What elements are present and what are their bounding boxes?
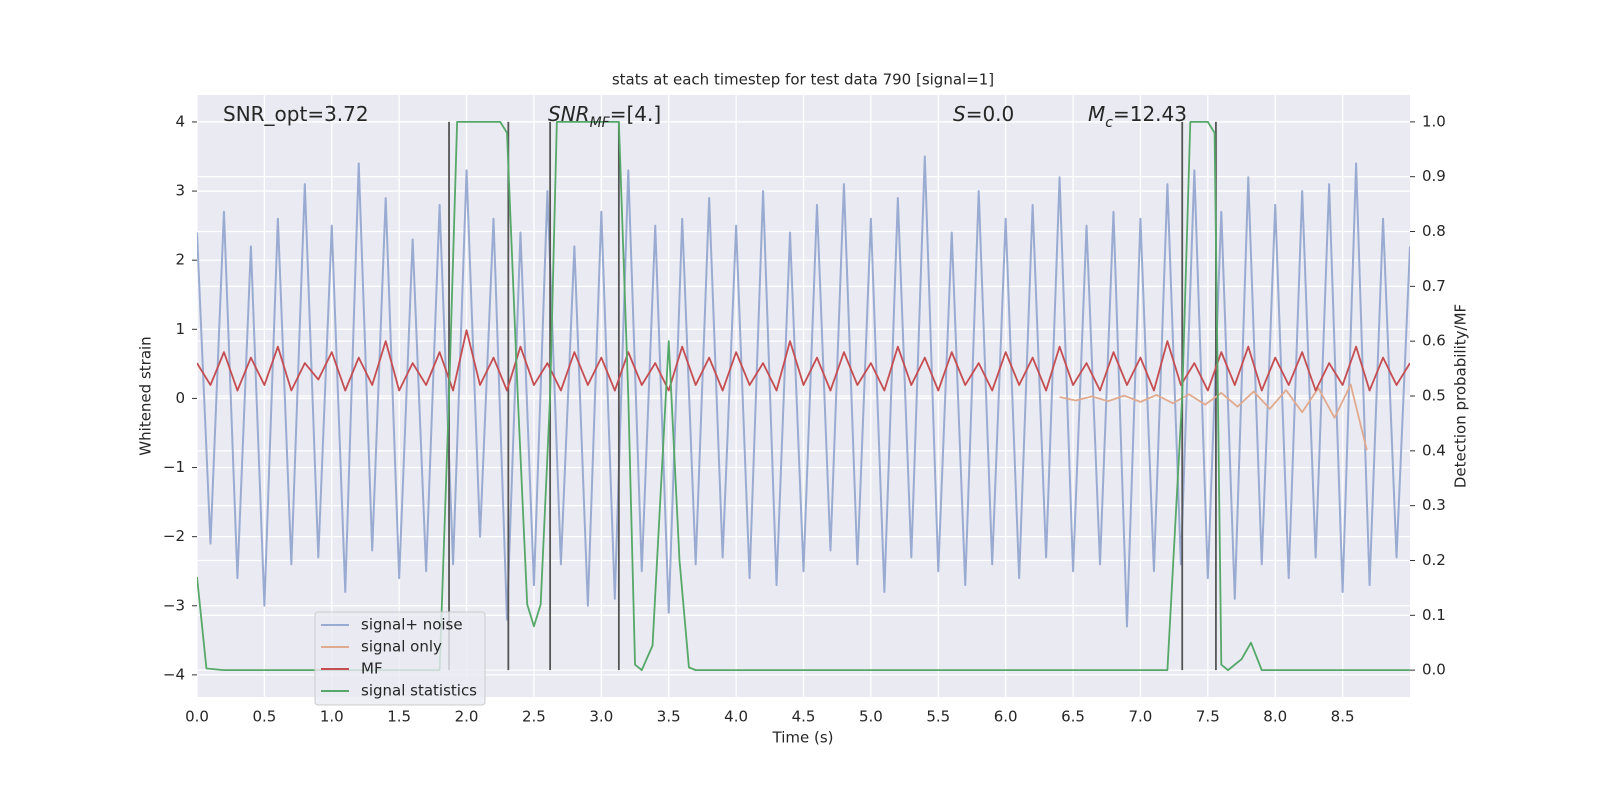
annotation-part: =[4.] xyxy=(610,102,661,126)
legend-box xyxy=(314,611,486,706)
annotation-part: MF xyxy=(590,115,611,131)
y2-tick-label: 1.0 xyxy=(1422,112,1446,130)
y2-tick-label: 0.6 xyxy=(1422,332,1446,350)
annotation-part: c xyxy=(1105,115,1113,131)
x-tick-label: 7.5 xyxy=(1196,708,1220,726)
series-line xyxy=(197,155,1410,628)
series-line xyxy=(197,329,1410,392)
x-tick-label: 2.5 xyxy=(522,708,546,726)
annotation-part: SNR_opt=3.72 xyxy=(223,102,369,126)
y2-tick-label: 0.5 xyxy=(1422,387,1446,405)
x-tick-label: 3.0 xyxy=(589,708,613,726)
y-tick-label: −1 xyxy=(163,458,185,476)
x-tick-label: 8.0 xyxy=(1263,708,1287,726)
annotation-part: S xyxy=(953,102,966,126)
legend-label: MF xyxy=(361,660,383,678)
annotation-part: M xyxy=(1088,102,1105,126)
x-tick-label: 5.5 xyxy=(926,708,950,726)
y2-axis-label: Detection probability/MF xyxy=(1452,304,1470,488)
y2-tick-label: 0.3 xyxy=(1422,496,1446,514)
x-tick-label: 0.5 xyxy=(252,708,276,726)
x-tick-label: 8.5 xyxy=(1331,708,1355,726)
y2-tick-label: 0.8 xyxy=(1422,222,1446,240)
x-tick-label: 7.0 xyxy=(1129,708,1153,726)
x-tick-label: 5.0 xyxy=(859,708,883,726)
series-line xyxy=(1059,383,1368,451)
series-line xyxy=(197,120,1410,672)
x-tick-label: 3.5 xyxy=(657,708,681,726)
y-tick-label: −2 xyxy=(163,527,185,545)
y-tick-label: 0 xyxy=(175,389,185,407)
x-tick-label: 6.0 xyxy=(994,708,1018,726)
annotation-part: =12.43 xyxy=(1113,102,1187,126)
y-axis-label: Whitened strain xyxy=(137,336,155,455)
annotation: Mc=12.43 xyxy=(1088,102,1187,132)
x-tick-label: 6.5 xyxy=(1061,708,1085,726)
y-tick-label: 2 xyxy=(175,251,185,269)
y2-tick-label: 0.7 xyxy=(1422,277,1446,295)
legend-label: signal statistics xyxy=(361,682,477,700)
legend-label: signal+ noise xyxy=(361,616,463,634)
y-tick-label: −3 xyxy=(163,596,185,614)
y2-tick-label: 0.2 xyxy=(1422,551,1446,569)
x-tick-label: 4.0 xyxy=(724,708,748,726)
y2-tick-label: 0.4 xyxy=(1422,441,1446,459)
annotation: S=0.0 xyxy=(953,102,1014,126)
x-tick-label: 1.5 xyxy=(387,708,411,726)
x-tick-label: 0.0 xyxy=(185,708,209,726)
y2-tick-label: 0.0 xyxy=(1422,661,1446,679)
chart-title: stats at each timestep for test data 790… xyxy=(612,71,994,89)
x-tick-label: 2.0 xyxy=(455,708,479,726)
annotation-part: SNR xyxy=(548,102,590,126)
y-tick-label: −4 xyxy=(163,665,185,683)
grid xyxy=(196,95,1410,697)
legend-label: signal only xyxy=(361,638,442,656)
y-tick-label: 3 xyxy=(175,182,185,200)
y-tick-label: 4 xyxy=(175,112,185,130)
annotation: SNR_opt=3.72 xyxy=(223,102,369,126)
x-tick-label: 4.5 xyxy=(792,708,816,726)
legend: signal+ noise signal only MF signal statist… xyxy=(314,611,486,706)
y-tick-label: 1 xyxy=(175,320,185,338)
annotation-part: =0.0 xyxy=(966,102,1015,126)
y2-tick-label: 0.1 xyxy=(1422,606,1446,624)
x-tick-label: 1.0 xyxy=(320,708,344,726)
plot-area xyxy=(197,120,1410,672)
y2-tick-label: 0.9 xyxy=(1422,167,1446,185)
x-axis-label: Time (s) xyxy=(772,729,834,747)
annotation: SNRMF=[4.] xyxy=(548,102,661,132)
